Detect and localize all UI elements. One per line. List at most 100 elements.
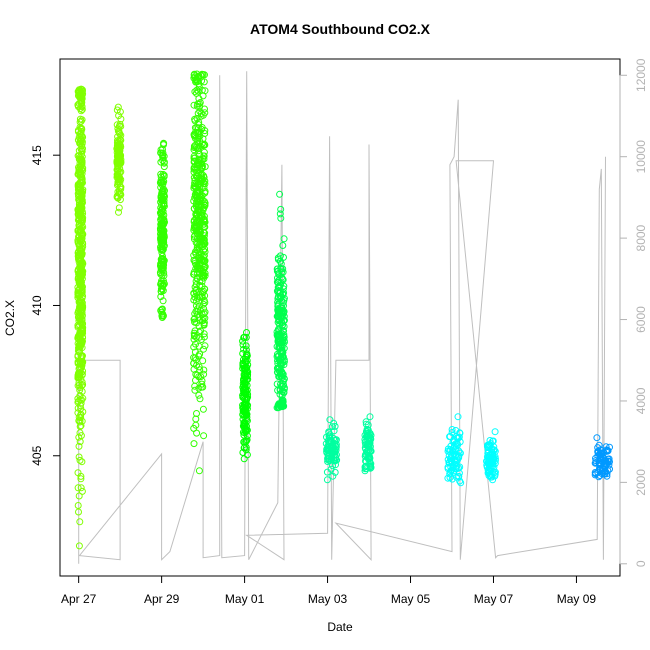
data-point (240, 376, 247, 383)
data-point (76, 173, 84, 181)
data-point (276, 295, 284, 303)
data-point (196, 278, 204, 285)
data-point (278, 304, 286, 312)
data-point (157, 204, 165, 212)
data-point (159, 264, 167, 272)
data-point (200, 330, 208, 338)
data-point (78, 170, 86, 178)
secondary-tick-label: 0 (634, 560, 648, 567)
data-point (191, 124, 199, 132)
data-point (362, 462, 370, 470)
data-point (240, 438, 248, 446)
series-9 (483, 428, 499, 484)
data-point (193, 410, 200, 417)
data-point (76, 438, 84, 446)
data-point (201, 127, 209, 135)
data-point (600, 455, 608, 463)
data-point (157, 307, 165, 314)
data-point (241, 421, 249, 429)
data-point (77, 132, 85, 140)
data-point (113, 192, 121, 200)
data-point (75, 508, 82, 516)
data-point (455, 472, 463, 480)
data-point (74, 398, 82, 406)
data-point (330, 419, 338, 427)
data-point (366, 461, 374, 469)
x-axis: Apr 27 Apr 29 May 01 May 03 May 05 May 07 May … (61, 575, 596, 606)
data-point (113, 121, 121, 129)
data-point (113, 171, 121, 178)
data-point (191, 314, 199, 322)
data-point (75, 542, 83, 550)
data-point (366, 413, 374, 421)
data-point (329, 462, 336, 470)
data-point (75, 100, 83, 107)
y-axis: 405 410 415 (30, 145, 61, 466)
x-axis-label: Date (327, 620, 353, 634)
data-point (159, 260, 167, 268)
data-point (196, 350, 204, 358)
x-tick-label: Apr 29 (144, 592, 180, 606)
data-point (79, 166, 87, 174)
data-point (273, 287, 281, 295)
data-point (365, 455, 373, 462)
series-3 (190, 70, 209, 475)
data-point (115, 204, 123, 212)
x-tick-label: May 05 (391, 592, 431, 606)
data-point (196, 103, 204, 111)
data-point (74, 152, 82, 160)
data-point (448, 426, 456, 433)
data-point (76, 456, 84, 464)
secondary-tick-label: 12000 (634, 58, 648, 92)
data-point (78, 157, 86, 165)
data-point (243, 413, 251, 421)
data-point (77, 484, 85, 492)
data-point (244, 393, 252, 401)
data-point (196, 293, 204, 301)
data-point (199, 314, 207, 322)
data-point (273, 331, 281, 339)
data-point (452, 427, 460, 434)
data-point (594, 469, 602, 476)
data-point (597, 454, 605, 462)
data-point (362, 418, 370, 426)
data-point (201, 87, 209, 95)
data-point (78, 192, 86, 200)
data-point (192, 78, 200, 86)
data-point (78, 165, 85, 173)
data-point (191, 382, 199, 390)
data-point (159, 297, 167, 305)
data-point (77, 340, 85, 348)
data-point (331, 422, 339, 430)
data-point (239, 393, 247, 401)
data-point (243, 369, 251, 377)
data-point (78, 147, 86, 154)
data-point (362, 420, 370, 428)
data-point (330, 451, 338, 459)
data-point (195, 342, 203, 350)
data-point (78, 231, 86, 239)
data-point (366, 434, 374, 442)
data-point (242, 444, 250, 451)
data-point (77, 117, 85, 125)
data-point (200, 263, 208, 271)
data-point (274, 318, 282, 326)
data-point (196, 265, 204, 273)
data-point (190, 335, 198, 343)
data-point (192, 201, 200, 208)
data-point (197, 195, 205, 203)
data-point (158, 197, 166, 205)
data-point (197, 255, 205, 262)
data-point (593, 434, 601, 442)
data-point (201, 292, 209, 300)
data-point (239, 449, 247, 456)
data-point (115, 129, 123, 137)
data-point (191, 131, 199, 139)
secondary-tick-label: 2000 (634, 469, 648, 496)
data-point (195, 118, 203, 126)
data-point (196, 306, 204, 314)
data-point (77, 472, 85, 480)
data-point (195, 95, 203, 103)
data-point (78, 487, 86, 495)
